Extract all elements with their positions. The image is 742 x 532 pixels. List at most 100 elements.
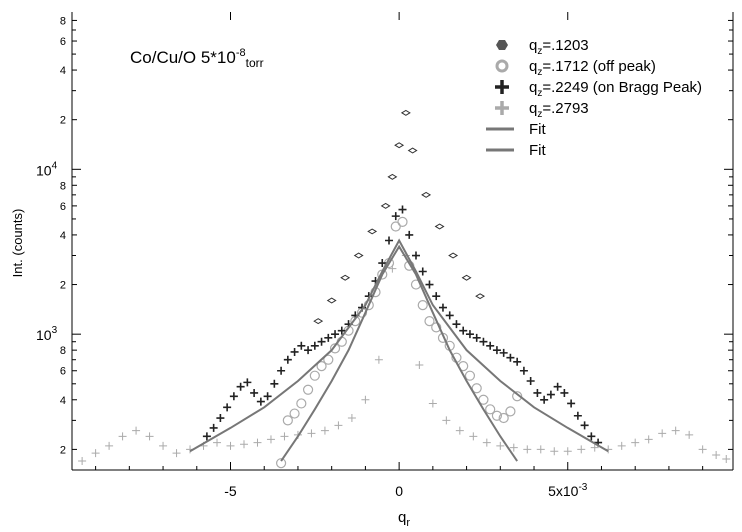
data-point: [577, 445, 586, 454]
data-point: [509, 443, 518, 452]
data-point: [459, 326, 468, 335]
data-point: [310, 341, 319, 350]
data-point: [407, 147, 418, 154]
data-point: [296, 398, 307, 409]
x-tick-label-main: -5: [224, 483, 237, 499]
data-point: [400, 109, 411, 116]
data-point: [461, 274, 472, 281]
data-point: [289, 408, 300, 419]
data-point: [417, 300, 428, 311]
data-point: [550, 447, 559, 456]
data-point: [250, 388, 259, 397]
data-point: [685, 430, 694, 439]
data-point: [229, 392, 238, 401]
fit-line: [280, 244, 518, 462]
data-point: [367, 228, 378, 235]
data-point: [496, 441, 505, 450]
y-tick-label: 2: [60, 115, 66, 127]
y-tick-label-main: 8: [60, 15, 66, 27]
data-point: [712, 450, 721, 459]
y-tick-label: 6: [60, 36, 66, 48]
data-point: [132, 426, 141, 435]
data-point: [486, 341, 495, 350]
legend-item: qz=.1712 (off peak): [495, 58, 656, 78]
legend-item: qz=.2793: [495, 100, 589, 120]
legend-label-sub: z: [537, 67, 542, 78]
data-point: [226, 441, 235, 450]
data-point: [567, 399, 576, 408]
data-point: [398, 205, 407, 214]
legend-label-sub: z: [537, 109, 542, 120]
data-point: [506, 353, 515, 362]
data-point: [387, 173, 398, 180]
y-tick-label-main: 10: [36, 327, 52, 343]
data-point: [320, 426, 329, 435]
y-tick-label-main: 6: [60, 201, 66, 213]
data-point: [329, 343, 341, 354]
data-point: [282, 415, 293, 426]
y-tick-label: 4: [60, 395, 66, 407]
annotation-text: Co/Cu/O 5*10-8torr: [130, 47, 264, 70]
data-point: [491, 410, 503, 421]
x-tick-label-exponent: -3: [578, 482, 587, 493]
data-point: [465, 330, 474, 339]
y-tick-label-exponent: 4: [52, 160, 58, 171]
data-point: [340, 274, 351, 281]
data-point: [266, 435, 275, 444]
legend-label: Fit: [529, 142, 546, 159]
data-point: [485, 404, 496, 415]
legend-label: qz=.1712 (off peak): [529, 58, 656, 78]
data-point: [378, 259, 387, 268]
data-point: [317, 337, 326, 346]
x-tick-label-main: 0: [395, 483, 403, 499]
data-point: [469, 432, 478, 441]
annotation-main: Co/Cu/O 5*10: [130, 48, 236, 67]
data-point: [105, 441, 114, 450]
data-point: [307, 429, 316, 438]
data-point: [478, 394, 489, 405]
data-point: [428, 399, 437, 408]
legend-label-rest: =.1203: [542, 37, 588, 54]
legend-label-rest: =.2793: [542, 100, 588, 117]
data-point: [394, 142, 405, 149]
data-point: [452, 320, 461, 329]
data-point: [397, 216, 408, 227]
data-point: [526, 376, 535, 385]
legend-label-main: Fit: [529, 142, 546, 159]
data-point: [563, 447, 572, 456]
data-point: [216, 414, 225, 423]
series-layer: [78, 109, 731, 469]
data-point: [425, 280, 434, 289]
annotation-exponent: -8: [236, 47, 246, 59]
data-point: [448, 252, 459, 259]
legend-marker: [495, 80, 509, 94]
data-point: [479, 337, 488, 346]
legend-label-main: Fit: [529, 121, 546, 138]
data-point: [202, 432, 211, 441]
data-point: [513, 357, 522, 366]
data-point: [617, 441, 626, 450]
data-point: [536, 445, 545, 454]
series-0: [313, 109, 486, 325]
data-point: [304, 346, 313, 355]
series-4: [189, 238, 609, 453]
data-point: [442, 416, 451, 425]
data-point: [283, 355, 292, 364]
data-point: [263, 392, 272, 401]
data-point: [492, 346, 501, 355]
data-point: [445, 311, 454, 320]
data-point: [431, 322, 442, 333]
x-tick-label: -5: [224, 483, 237, 499]
legend-label: qz=.2793: [529, 100, 589, 120]
legend-label-sub: z: [537, 46, 542, 57]
data-point: [580, 421, 589, 430]
data-point: [334, 421, 343, 430]
legend-label-main: q: [529, 100, 537, 117]
y-tick-label: 103: [36, 325, 58, 343]
y-tick-label: 8: [60, 345, 66, 357]
data-point: [172, 449, 181, 458]
data-point: [415, 361, 424, 370]
